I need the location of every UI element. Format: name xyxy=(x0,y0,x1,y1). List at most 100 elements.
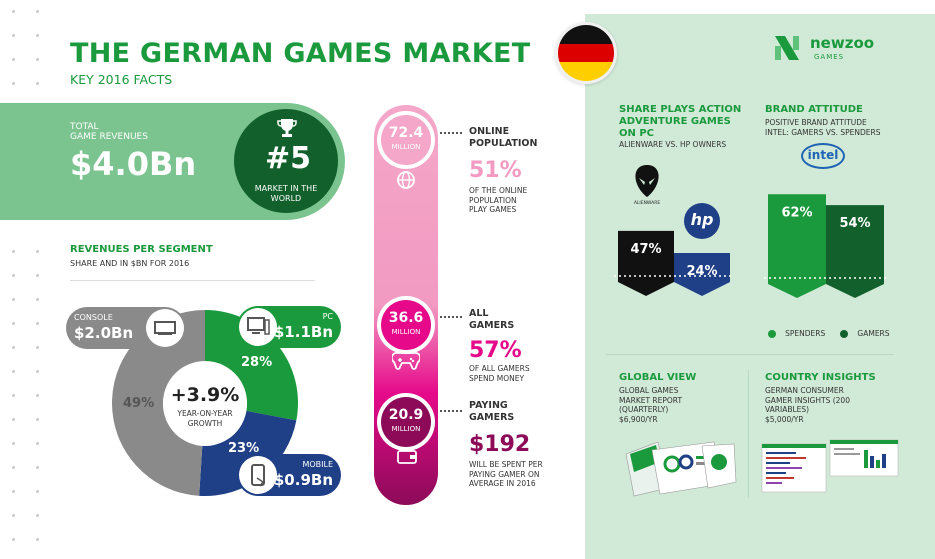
growth-center-circle xyxy=(163,362,247,446)
rank-label: MARKET IN THE WORLD xyxy=(254,184,318,203)
paying-heading: PAYING GAMERS xyxy=(469,400,514,424)
all-gamers-heading-line2: GAMERS xyxy=(469,320,515,331)
pc-pill: PC $1.1Bn xyxy=(237,306,341,348)
paying-heading-line1: PAYING xyxy=(469,400,508,411)
growth-label: YEAR-ON-YEAR GROWTH xyxy=(177,409,233,428)
mobile-pill: MOBILE $0.9Bn xyxy=(237,454,341,496)
donut-slice-pc xyxy=(205,310,298,421)
paying-big-stat: $192 xyxy=(469,432,531,457)
funnel-circle-paying: 20.9 MILLION xyxy=(377,393,435,451)
intel-logo-icon: intel xyxy=(801,143,845,169)
console-value: $2.0Bn xyxy=(74,324,134,342)
bar-gamers xyxy=(826,205,884,298)
revenue-label-line2: GAME REVENUES xyxy=(70,132,148,142)
legend-spenders-dot xyxy=(768,329,776,338)
console-share: 49% xyxy=(123,396,155,411)
revenue-label-line1: TOTAL xyxy=(70,122,99,132)
global-view-sub-line2: MARKET REPORT xyxy=(619,395,683,405)
alienware-label: ALIENWARE xyxy=(633,201,661,206)
bar-label-gamers: 54% xyxy=(839,216,870,231)
legend-spenders-label: SPENDERS xyxy=(785,329,826,338)
mobile-share: 23% xyxy=(228,441,260,456)
online-desc-line3: PLAY GAMES xyxy=(469,205,517,214)
global-report-thumbnail[interactable] xyxy=(622,432,740,498)
funnel-circle-online-inner: 72.4 MILLION xyxy=(381,115,431,165)
paying-gamers-unit: MILLION xyxy=(391,425,421,433)
paying-gamers-number: 20.9 xyxy=(388,407,424,423)
bar-hp xyxy=(674,252,730,296)
online-heading-line2: POPULATION xyxy=(469,138,538,149)
pc-value: $1.1Bn xyxy=(273,323,333,341)
global-view-sub-line4: $6,900/YR xyxy=(619,414,658,424)
revenue-label: TOTAL GAME REVENUES xyxy=(70,122,148,142)
rank-number: #5 xyxy=(264,141,311,176)
right-panel-vdivider xyxy=(748,370,749,498)
online-desc-line2: POPULATION xyxy=(469,195,517,205)
bar-label-hp: 24% xyxy=(686,264,717,279)
brand-legend: SPENDERS GAMERS xyxy=(768,323,890,342)
paying-desc-line1: WILL BE SPENT PER xyxy=(469,460,543,469)
segments-subheading: SHARE AND IN $BN FOR 2016 xyxy=(70,259,190,268)
action-games-heading-line1: SHARE PLAYS ACTION xyxy=(619,104,742,115)
mobile-value: $0.9Bn xyxy=(273,471,333,489)
bar-alienware xyxy=(618,230,674,296)
all-gamers-description: OF ALL GAMERS SPEND MONEY xyxy=(469,364,530,383)
global-view-heading: GLOBAL VIEW xyxy=(619,372,697,383)
pc-label: PC xyxy=(322,312,333,321)
country-insights-thumbnail[interactable] xyxy=(760,438,900,494)
global-view-sub: GLOBAL GAMES MARKET REPORT (QUARTERLY) $… xyxy=(619,386,682,424)
country-insights-sub-line3: VARIABLES) xyxy=(765,405,810,414)
global-view-sub-line3: (QUARTERLY) xyxy=(619,405,669,414)
mobile-label: MOBILE xyxy=(302,460,333,469)
all-gamers-number: 36.6 xyxy=(388,310,424,326)
online-description: OF THE ONLINE POPULATION PLAY GAMES xyxy=(469,186,527,215)
legend-gamers-label: GAMERS xyxy=(857,329,890,338)
action-games-heading: SHARE PLAYS ACTION ADVENTURE GAMES ON PC xyxy=(619,104,741,140)
paying-connector xyxy=(440,410,462,412)
all-gamers-big-stat: 57% xyxy=(469,338,522,363)
online-big-stat: 51% xyxy=(469,158,522,183)
all-gamers-heading-line1: ALL xyxy=(469,308,489,319)
global-view-sub-line1: GLOBAL GAMES xyxy=(619,386,679,395)
online-heading-line1: ONLINE xyxy=(469,126,510,137)
console-label: CONSOLE xyxy=(74,313,113,322)
country-insights-heading: COUNTRY INSIGHTS xyxy=(765,372,876,383)
funnel-circle-all-gamers-inner: 36.6 MILLION xyxy=(381,300,431,350)
newzoo-logo-sub: GAMES xyxy=(814,53,845,61)
pc-share: 28% xyxy=(241,355,273,370)
funnel-circle-online: 72.4 MILLION xyxy=(377,111,435,169)
brand-attitude-sub-line2: INTEL: GAMERS VS. SPENDERS xyxy=(765,127,881,137)
all-gamers-unit: MILLION xyxy=(391,328,421,336)
brand-attitude-sub: POSITIVE BRAND ATTITUDE INTEL: GAMERS VS… xyxy=(765,118,881,137)
germany-flag-icon xyxy=(555,22,617,84)
page-subtitle: KEY 2016 FACTS xyxy=(70,72,173,87)
alienware-logo-icon xyxy=(635,165,659,197)
newzoo-logo-icon xyxy=(775,36,799,60)
action-games-chart: 47% 24% xyxy=(614,230,734,296)
online-desc-line1: OF THE ONLINE xyxy=(469,186,528,195)
online-population-unit: MILLION xyxy=(391,143,421,151)
paying-desc-line2: PAYING GAMER ON xyxy=(469,469,540,479)
mobile-icon-circle xyxy=(239,456,277,494)
action-games-sub: ALIENWARE VS. HP OWNERS xyxy=(619,140,727,149)
globe-icon xyxy=(397,171,415,189)
all-gamers-heading: ALL GAMERS xyxy=(469,308,514,332)
bar-label-spenders: 62% xyxy=(781,205,812,220)
newzoo-logo-text: newzoo xyxy=(810,34,875,52)
console-icon-circle xyxy=(146,309,184,347)
gamepad-icon xyxy=(392,351,420,370)
trophy-icon xyxy=(277,119,297,137)
all-gamers-connector xyxy=(440,316,462,318)
donut-slice-console xyxy=(112,310,205,496)
hp-logo-icon: hp xyxy=(684,203,720,239)
country-insights-sub-line1: GERMAN CONSUMER xyxy=(765,386,844,395)
bar-spenders xyxy=(768,194,826,298)
online-connector xyxy=(440,132,462,134)
pc-icon-circle xyxy=(239,308,277,346)
brand-attitude-sub-line1: POSITIVE BRAND ATTITUDE xyxy=(765,118,867,127)
action-games-heading-line2: ADVENTURE GAMES xyxy=(619,116,731,127)
country-insights-sub-line2: GAMER INSIGHTS (200 xyxy=(765,395,850,405)
country-insights-sub: GERMAN CONSUMER GAMER INSIGHTS (200 VARI… xyxy=(765,386,850,424)
bar-label-alienware: 47% xyxy=(630,242,661,257)
growth-value: +3.9% xyxy=(170,384,240,406)
